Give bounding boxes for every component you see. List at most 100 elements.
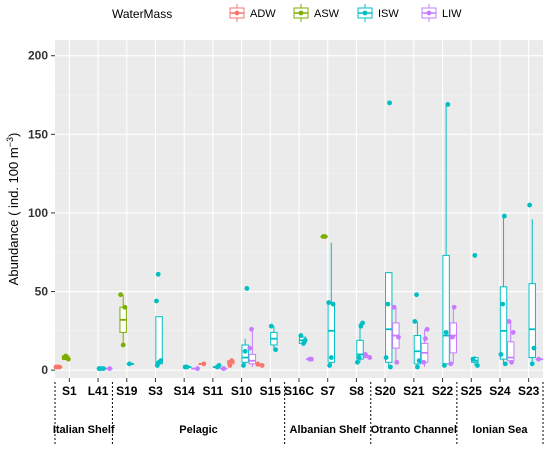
x-tick-label: S19: [116, 384, 138, 398]
data-point: [506, 319, 512, 324]
group-label: Ionian Sea: [472, 424, 528, 436]
data-point: [423, 336, 428, 342]
data-point: [510, 330, 516, 335]
data-point: [500, 301, 506, 307]
data-point: [385, 301, 391, 307]
box-S10-LIW: [248, 329, 257, 367]
point-layer: [53, 100, 541, 371]
x-tick-label: S25: [461, 384, 483, 398]
data-point: [120, 342, 126, 348]
x-axis: S1 L41 S19 S3 S14 S11 S10 S15 S16C S7 S8 S20 S21 S22 S…: [62, 378, 540, 398]
x-tick-label: S8: [349, 384, 364, 398]
data-point: [387, 100, 392, 106]
grid-layer: [55, 40, 543, 378]
legend-key-point: [298, 10, 304, 16]
data-point: [536, 356, 541, 362]
data-point: [383, 355, 389, 360]
y-axis-title: Abundance ( ind. 100 m−3): [5, 133, 21, 286]
data-point: [63, 353, 69, 359]
data-point: [509, 359, 514, 365]
data-point: [441, 363, 447, 368]
data-point: [448, 361, 454, 367]
data-point: [388, 364, 393, 370]
legend-label: ISW: [378, 8, 399, 20]
box-body: [248, 353, 257, 365]
legend-label: ASW: [314, 8, 340, 20]
legend-item-isw: ISW: [357, 4, 399, 22]
data-point: [394, 359, 400, 365]
data-point: [472, 252, 478, 258]
legend-key-point: [362, 10, 368, 16]
x-tick-label: S20: [374, 384, 396, 398]
y-tick-label: 150: [28, 127, 48, 141]
data-point: [249, 326, 254, 332]
x-tick-label: S7: [320, 384, 335, 398]
data-point: [118, 292, 123, 298]
data-point: [241, 363, 246, 368]
data-point: [502, 361, 508, 367]
data-point: [216, 363, 222, 368]
data-point: [227, 363, 233, 368]
data-point: [475, 363, 480, 368]
data-point: [443, 330, 449, 335]
data-point: [155, 271, 161, 277]
data-point: [107, 366, 113, 371]
data-point: [273, 347, 279, 353]
data-point: [255, 361, 261, 367]
y-tick-label: 50: [35, 285, 49, 299]
y-tick-label: 0: [41, 363, 48, 377]
data-point: [391, 304, 397, 310]
x-tick-label: S23: [518, 384, 540, 398]
data-point: [451, 304, 457, 310]
box-body: [327, 302, 336, 363]
legend-label: ADW: [250, 8, 276, 20]
data-point: [328, 355, 334, 360]
data-point: [363, 352, 368, 357]
data-point: [268, 323, 274, 329]
data-point: [309, 356, 314, 362]
box-body: [155, 316, 163, 365]
data-point: [221, 366, 227, 371]
box-body: [384, 272, 393, 363]
group-label: Pelagic: [179, 424, 218, 436]
data-point: [396, 334, 401, 340]
y-tick-label: 100: [28, 206, 48, 220]
legend-key-point: [426, 10, 432, 16]
y-axis-title-exponent: −3: [5, 137, 15, 147]
box-S3-ISW: [155, 316, 163, 366]
x-tick-label: S10: [231, 384, 253, 398]
data-point: [229, 358, 235, 364]
x-tick-label: S1: [62, 384, 77, 398]
data-point: [259, 363, 265, 368]
data-point: [242, 348, 248, 354]
x-tick-label: S16C: [284, 384, 314, 398]
box-body: [499, 286, 508, 360]
y-tick-label: 200: [28, 49, 48, 63]
data-point: [322, 234, 328, 239]
data-point: [298, 333, 304, 338]
data-point: [98, 366, 104, 371]
data-point: [424, 326, 430, 332]
x-tick-label: S11: [203, 384, 224, 398]
group-label: Italian Shelf: [53, 424, 115, 436]
group-labels: Italian Shelf Pelagic Albanian Shelf Otrant…: [53, 382, 544, 444]
legend-key-point: [234, 10, 240, 16]
data-point: [412, 319, 418, 324]
y-axis: 0 50 100 150 200: [28, 49, 55, 377]
data-point: [57, 364, 62, 370]
data-point: [244, 285, 250, 291]
data-point: [531, 345, 537, 351]
data-point: [421, 359, 427, 365]
data-point: [501, 213, 507, 219]
x-tick-label: L41: [88, 384, 109, 398]
data-point: [527, 202, 533, 208]
data-point: [445, 102, 451, 107]
data-point: [355, 359, 360, 365]
legend-item-asw: ASW: [293, 4, 340, 22]
x-tick-label: S24: [489, 384, 511, 398]
box-layer: [54, 104, 544, 370]
legend-item-liw: LIW: [421, 4, 462, 22]
data-point: [416, 358, 422, 364]
